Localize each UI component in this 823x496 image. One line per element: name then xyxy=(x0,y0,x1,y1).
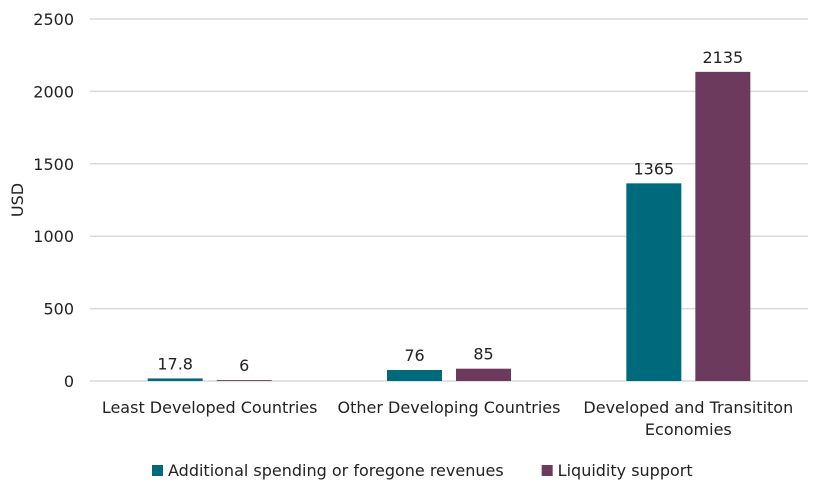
gridlines xyxy=(90,18,808,382)
x-axis-ticks: Least Developed Countries Other Developin… xyxy=(102,398,793,439)
legend-swatch xyxy=(152,465,163,476)
legend-label: Additional spending or foregone revenues xyxy=(168,461,504,480)
bar xyxy=(626,183,682,381)
data-label: 2135 xyxy=(702,48,743,67)
x-tick-label: Economies xyxy=(645,420,732,439)
bar xyxy=(387,369,442,381)
bar xyxy=(695,71,751,382)
data-label: 17.8 xyxy=(157,354,193,373)
y-tick-label: 1500 xyxy=(33,155,74,174)
data-label: 76 xyxy=(404,346,424,365)
bars: 17.8 6 76 85 1365 2135 xyxy=(147,48,751,382)
data-label: 1365 xyxy=(633,159,674,178)
data-label: 6 xyxy=(239,356,249,375)
y-axis-label: USD xyxy=(8,183,27,217)
legend-label: Liquidity support xyxy=(558,461,693,480)
legend: Additional spending or foregone revenues… xyxy=(152,461,693,480)
y-tick-label: 500 xyxy=(43,300,74,319)
y-tick-label: 0 xyxy=(64,372,74,391)
legend-swatch xyxy=(541,465,553,476)
bar xyxy=(216,380,272,381)
y-tick-label: 1000 xyxy=(33,227,74,246)
x-tick-label: Other Developing Countries xyxy=(338,398,561,417)
x-tick-label: Least Developed Countries xyxy=(102,398,318,417)
bar xyxy=(147,378,203,381)
y-tick-label: 2000 xyxy=(33,82,74,101)
y-tick-label: 2500 xyxy=(33,10,74,29)
data-label: 85 xyxy=(473,345,493,364)
x-tick-label: Developed and Transititon xyxy=(583,398,793,417)
bar xyxy=(456,368,511,381)
y-axis-ticks: 0 500 1000 1500 2000 2500 xyxy=(33,10,74,391)
